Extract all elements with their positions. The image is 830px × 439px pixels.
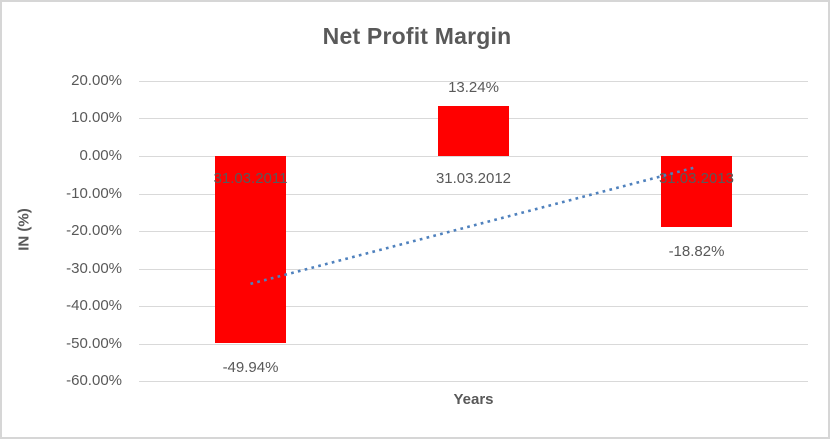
y-tick-label: 0.00% [79,147,122,164]
y-tick-label: -50.00% [66,334,122,352]
gridline [139,306,808,308]
data-label: 13.24% [448,79,499,97]
y-tick-label: -10.00% [66,184,122,202]
bar-31.03.2012[interactable] [438,106,509,156]
data-label: -18.82% [668,242,725,260]
y-tick-label: 20.00% [71,71,122,89]
data-label: -49.94% [222,359,279,377]
gridline [139,80,808,82]
gridline [139,156,808,157]
category-label: 31.03.2013 [658,170,735,187]
category-label: 31.03.2011 [213,170,288,187]
y-tick-label: 10.00% [71,109,122,127]
y-tick-label: -20.00% [66,222,122,240]
x-axis-title: Years [453,391,494,408]
gridline [139,343,808,345]
gridline [139,381,808,383]
y-tick-label: -30.00% [66,259,122,277]
y-tick-label: -60.00% [66,372,122,390]
category-label: 31.03.2012 [435,170,512,187]
y-tick-label: -40.00% [66,297,122,315]
bar-31.03.2013[interactable] [661,156,732,227]
chart-title: Net Profit Margin [322,23,512,49]
